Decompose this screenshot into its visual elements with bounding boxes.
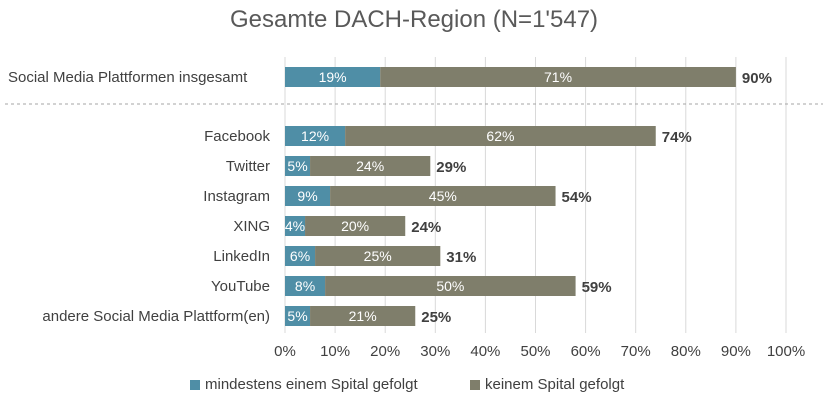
bar-not-followed [310, 306, 416, 326]
bar-followed [285, 246, 316, 266]
legend-item-followed: mindestens einem Spital gefolgt [190, 376, 418, 393]
legend-item-not-followed: keinem Spital gefolgt [470, 376, 624, 393]
bar-not-followed [315, 246, 441, 266]
data-label-not-followed: 62% [486, 128, 514, 144]
chart-title: Gesamte DACH-Region (N=1'547) [229, 6, 599, 33]
x-tick-label: 60% [571, 343, 601, 360]
category-label: Social Media Plattformen insgesamt [8, 69, 248, 86]
legend-label-not-followed: keinem Spital gefolgt [485, 376, 625, 393]
x-tick-label: 30% [420, 343, 450, 360]
bar-followed [285, 156, 311, 176]
data-label-followed: 8% [295, 278, 315, 294]
legend-label-followed: mindestens einem Spital gefolgt [205, 376, 418, 393]
total-label: 54% [562, 189, 592, 206]
total-label: 24% [411, 219, 441, 236]
x-tick-label: 20% [370, 343, 400, 360]
data-label-followed: 5% [287, 308, 307, 324]
data-label-not-followed: 71% [544, 69, 572, 85]
bar-not-followed [310, 156, 431, 176]
x-tick-label: 100% [767, 343, 805, 360]
x-tick-label: 50% [520, 343, 550, 360]
x-tick-label: 10% [320, 343, 350, 360]
bar-followed [285, 216, 306, 236]
category-label: XING [233, 218, 270, 235]
bar-followed [285, 67, 381, 87]
bar-followed [285, 186, 331, 206]
total-label: 31% [446, 249, 476, 266]
bar-not-followed [345, 126, 656, 146]
chart-plot-area: 0% 10% 20% 30% 40% 50% 60% 70% 80% 90% 100% Social … [5, 57, 823, 360]
category-label: LinkedIn [213, 248, 270, 265]
total-label: 74% [662, 129, 692, 146]
bar-not-followed [330, 186, 556, 206]
bar-followed [285, 306, 311, 326]
data-label-followed: 9% [297, 188, 317, 204]
legend-swatch-followed [190, 379, 200, 390]
bar-followed [285, 276, 326, 296]
data-label-not-followed: 24% [356, 158, 384, 174]
legend-swatch-not-followed [470, 379, 480, 390]
data-label-not-followed: 25% [364, 248, 392, 264]
total-label: 59% [582, 279, 612, 296]
data-label-not-followed: 21% [349, 308, 377, 324]
category-label: andere Social Media Plattform(en) [42, 308, 270, 325]
x-tick-label: 80% [671, 343, 701, 360]
x-tick-label: 70% [621, 343, 651, 360]
data-label-not-followed: 50% [436, 278, 464, 294]
category-label: YouTube [211, 278, 270, 295]
data-label-followed: 5% [287, 158, 307, 174]
x-tick-label: 90% [721, 343, 751, 360]
bar-followed [285, 126, 346, 146]
data-label-followed: 19% [319, 69, 347, 85]
data-label-followed: 4% [285, 218, 305, 234]
total-label: 90% [742, 70, 772, 87]
bar-not-followed [305, 216, 406, 236]
x-tick-label: 0% [274, 343, 296, 360]
bar-not-followed [380, 67, 736, 87]
category-label: Twitter [226, 158, 270, 175]
x-tick-label: 40% [470, 343, 500, 360]
data-label-not-followed: 20% [341, 218, 369, 234]
category-label: Facebook [204, 128, 270, 145]
data-label-followed: 12% [301, 128, 329, 144]
total-label: 25% [421, 309, 451, 326]
category-label: Instagram [203, 188, 270, 205]
data-label-not-followed: 45% [429, 188, 457, 204]
data-label-followed: 6% [290, 248, 310, 264]
total-label: 29% [436, 159, 466, 176]
bar-not-followed [325, 276, 576, 296]
